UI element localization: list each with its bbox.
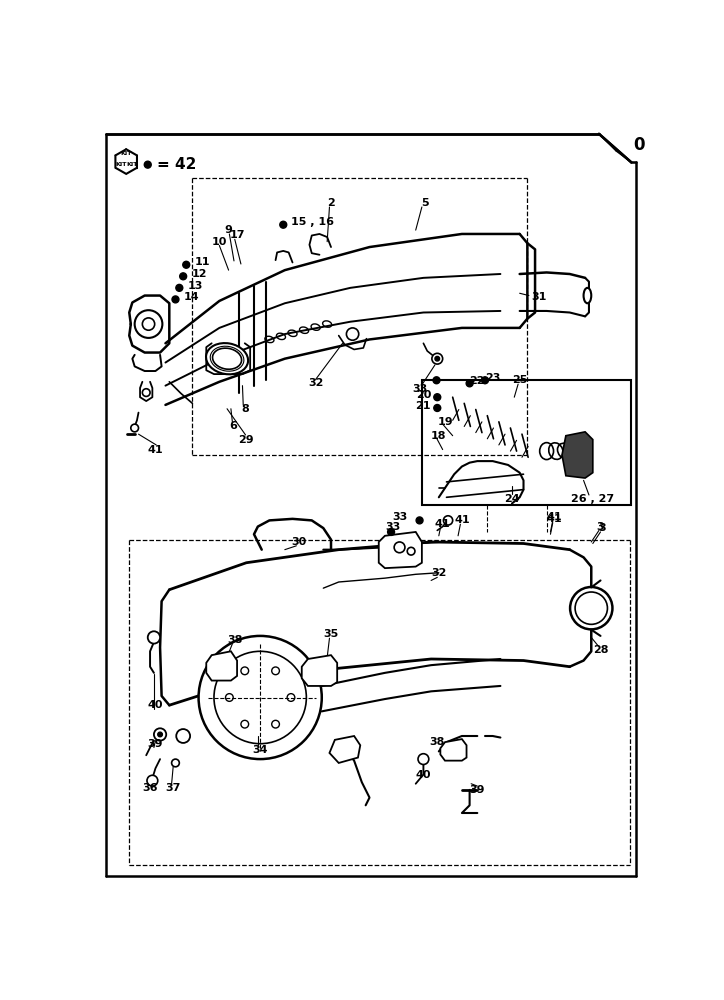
- Text: 17: 17: [230, 231, 245, 240]
- Text: 38: 38: [429, 737, 445, 747]
- Text: 20: 20: [416, 390, 431, 400]
- Text: 36: 36: [143, 783, 158, 793]
- Text: 22: 22: [470, 376, 485, 386]
- Text: 41: 41: [435, 519, 450, 529]
- Circle shape: [481, 377, 489, 384]
- Text: 32: 32: [308, 378, 324, 388]
- Text: 12: 12: [192, 269, 207, 279]
- Circle shape: [148, 631, 160, 644]
- Polygon shape: [562, 432, 593, 478]
- Circle shape: [443, 516, 452, 525]
- Text: 19: 19: [437, 417, 453, 427]
- Circle shape: [176, 284, 182, 291]
- Polygon shape: [329, 736, 361, 763]
- Text: 26 , 27: 26 , 27: [571, 494, 615, 504]
- Circle shape: [135, 310, 162, 338]
- Ellipse shape: [584, 288, 592, 303]
- Text: 8: 8: [241, 404, 248, 414]
- Text: 40: 40: [416, 770, 432, 780]
- Text: 21: 21: [416, 401, 431, 411]
- Text: 38: 38: [227, 635, 243, 645]
- Circle shape: [466, 380, 473, 387]
- Text: 33: 33: [412, 384, 427, 394]
- Circle shape: [435, 356, 439, 361]
- Circle shape: [172, 296, 179, 303]
- Circle shape: [198, 636, 321, 759]
- Text: 41: 41: [547, 514, 562, 524]
- Circle shape: [158, 732, 162, 737]
- Text: 41: 41: [148, 445, 164, 455]
- Text: 25: 25: [512, 375, 527, 385]
- Text: 3: 3: [597, 522, 605, 532]
- Circle shape: [432, 353, 442, 364]
- Text: 10: 10: [211, 237, 227, 247]
- Ellipse shape: [570, 587, 613, 629]
- Circle shape: [434, 394, 441, 401]
- Text: 39: 39: [148, 739, 163, 749]
- Circle shape: [147, 775, 158, 786]
- Text: 11: 11: [195, 257, 210, 267]
- Circle shape: [416, 517, 423, 524]
- Text: KIT: KIT: [115, 162, 127, 167]
- Text: = 42: = 42: [157, 157, 196, 172]
- Text: 6: 6: [230, 421, 237, 431]
- Text: 30: 30: [291, 537, 306, 547]
- Bar: [422, 380, 631, 505]
- Text: 23: 23: [485, 373, 500, 383]
- Text: 33: 33: [385, 522, 400, 532]
- Text: 31: 31: [531, 292, 547, 302]
- Text: 24: 24: [504, 494, 520, 504]
- Text: 28: 28: [593, 645, 608, 655]
- Text: 18: 18: [431, 431, 447, 441]
- Text: 2: 2: [327, 198, 335, 208]
- Circle shape: [433, 377, 440, 384]
- Polygon shape: [206, 651, 237, 681]
- Text: 32: 32: [431, 568, 447, 578]
- Circle shape: [180, 273, 187, 280]
- Text: 40: 40: [148, 700, 163, 710]
- Text: KIT: KIT: [120, 151, 132, 156]
- Text: 33: 33: [392, 512, 408, 522]
- Text: 37: 37: [166, 783, 181, 793]
- Ellipse shape: [206, 343, 248, 374]
- Circle shape: [144, 161, 151, 168]
- Text: 3: 3: [598, 523, 606, 533]
- Circle shape: [182, 261, 190, 268]
- Text: 35: 35: [324, 629, 339, 639]
- Polygon shape: [440, 739, 466, 761]
- Circle shape: [154, 728, 167, 741]
- Circle shape: [176, 729, 190, 743]
- Polygon shape: [115, 149, 137, 174]
- Circle shape: [434, 405, 441, 411]
- Polygon shape: [302, 655, 337, 686]
- Text: 34: 34: [253, 745, 268, 755]
- Circle shape: [143, 389, 150, 396]
- Circle shape: [346, 328, 358, 340]
- Text: 9: 9: [224, 225, 232, 235]
- Circle shape: [131, 424, 138, 432]
- Text: 13: 13: [188, 281, 203, 291]
- Text: KIT: KIT: [126, 162, 138, 167]
- Text: 15 , 16: 15 , 16: [291, 217, 334, 227]
- Circle shape: [387, 528, 395, 535]
- Text: 39: 39: [470, 785, 485, 795]
- Text: 0: 0: [634, 136, 645, 154]
- Text: 14: 14: [184, 292, 200, 302]
- Polygon shape: [379, 532, 422, 568]
- Text: 5: 5: [421, 198, 429, 208]
- Text: 41: 41: [454, 515, 470, 525]
- Circle shape: [418, 754, 429, 764]
- Circle shape: [279, 221, 287, 228]
- Text: 29: 29: [238, 435, 254, 445]
- Text: 41: 41: [547, 512, 562, 522]
